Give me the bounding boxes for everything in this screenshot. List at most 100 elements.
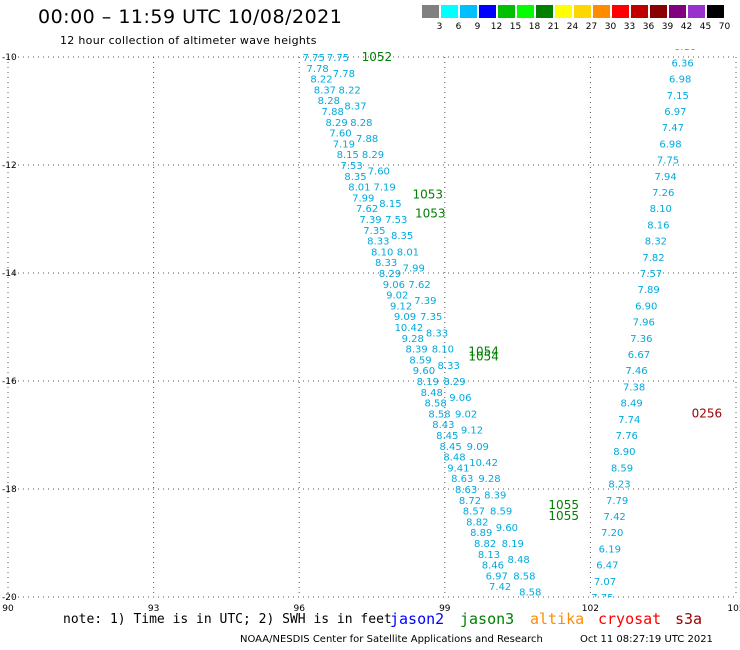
x-tick-label: 93 bbox=[148, 604, 159, 614]
scale-label: 21 bbox=[547, 22, 560, 32]
wave-height-label: 7.47 bbox=[662, 123, 684, 134]
wave-height-label: 8.45 bbox=[439, 442, 461, 453]
pass-time-label: 1054 bbox=[468, 350, 499, 364]
wave-height-label: 6.47 bbox=[596, 561, 618, 572]
wave-height-label: 9.02 bbox=[386, 291, 408, 302]
wave-height-label: 7.35 bbox=[420, 312, 442, 323]
page-subtitle: 12 hour collection of altimeter wave hei… bbox=[60, 34, 317, 47]
wave-height-label: 8.29 bbox=[443, 377, 465, 388]
wave-height-label: 9.09 bbox=[467, 442, 489, 453]
y-tick-label: -10 bbox=[2, 53, 17, 63]
wave-height-label: 8.28 bbox=[318, 96, 340, 107]
scale-label: 6 bbox=[455, 22, 462, 32]
wave-height-label: 6.67 bbox=[628, 350, 650, 361]
wave-height-label: 5.31 bbox=[681, 0, 703, 5]
wave-height-label: 8.39 bbox=[484, 490, 506, 501]
wave-height-label: 8.59 bbox=[611, 463, 633, 474]
footer-organization: NOAA/NESDIS Center for Satellite Applica… bbox=[240, 634, 543, 645]
wave-height-label: 8.48 bbox=[507, 555, 529, 566]
wave-height-label: 9.06 bbox=[383, 280, 405, 291]
y-tick-label: -14 bbox=[2, 269, 17, 279]
scale-swatch bbox=[460, 5, 477, 18]
pass-time-label: 0256 bbox=[692, 406, 723, 420]
pass-time-label: 1055 bbox=[548, 509, 579, 523]
wave-height-label: 8.33 bbox=[367, 237, 389, 248]
y-tick-label: -18 bbox=[2, 485, 17, 495]
wave-height-label: 8.29 bbox=[325, 118, 347, 129]
wave-height-label: 8.48 bbox=[421, 388, 443, 399]
x-tick-label: 96 bbox=[293, 604, 305, 614]
wave-height-label: 7.35 bbox=[363, 226, 385, 237]
wave-height-label: 7.62 bbox=[408, 280, 430, 291]
wave-height-label: 8.39 bbox=[406, 345, 428, 356]
page-title: 00:00 – 11:59 UTC 10/08/2021 bbox=[38, 6, 343, 28]
scale-swatch bbox=[441, 5, 458, 18]
wave-height-label: 8.19 bbox=[417, 377, 439, 388]
wave-height-label: 7.42 bbox=[489, 582, 511, 593]
scale-swatch bbox=[593, 5, 610, 18]
wave-height-label: 7.88 bbox=[322, 107, 344, 118]
legend-s3a: s3a bbox=[675, 610, 703, 628]
wave-height-label: 7.96 bbox=[633, 318, 655, 329]
units-note: note: 1) Time is in UTC; 2) SWH is in fe… bbox=[63, 612, 392, 627]
wave-height-label: 7.75 bbox=[327, 53, 349, 64]
wave-height-label: 8.46 bbox=[482, 561, 504, 572]
wave-height-label: 7.20 bbox=[601, 528, 623, 539]
x-tick-label: 102 bbox=[582, 604, 599, 614]
scale-label: 42 bbox=[680, 22, 693, 32]
wave-height-label: 8.58 bbox=[513, 571, 535, 582]
scale-swatch bbox=[650, 5, 667, 18]
footer-timestamp: Oct 11 08:27:19 UTC 2021 bbox=[580, 634, 713, 645]
wave-height-label: 7.78 bbox=[307, 64, 329, 75]
wave-height-label: 9.02 bbox=[455, 409, 477, 420]
legend-altika: altika bbox=[530, 610, 585, 628]
wave-height-label: 7.53 bbox=[385, 215, 407, 226]
scale-label: 3 bbox=[436, 22, 443, 32]
scale-label: 45 bbox=[699, 22, 712, 32]
legend-cryosat: cryosat bbox=[598, 610, 662, 628]
scale-swatch bbox=[612, 5, 629, 18]
wave-height-label: 8.72 bbox=[459, 496, 481, 507]
wave-height-label: 6.90 bbox=[635, 301, 657, 312]
pass-time-label: 1054 bbox=[468, 344, 499, 358]
wave-height-label: 7.88 bbox=[356, 134, 378, 145]
scale-swatch bbox=[422, 5, 439, 18]
legend-jason2: jason2 bbox=[390, 610, 445, 628]
wave-height-label: 8.58 bbox=[424, 399, 446, 410]
wave-height-label: 8.90 bbox=[613, 447, 635, 458]
scale-swatch bbox=[479, 5, 496, 18]
wave-height-label: 8.33 bbox=[375, 258, 397, 269]
scale-label: 70 bbox=[718, 22, 731, 32]
wave-height-label: 8.10 bbox=[432, 345, 454, 356]
wave-height-label: 8.10 bbox=[650, 204, 672, 215]
wave-height-label: 6.36 bbox=[671, 58, 693, 69]
wave-height-label: 9.60 bbox=[413, 366, 435, 377]
wave-height-label: 8.22 bbox=[339, 85, 361, 96]
wave-height-label: 6.98 bbox=[659, 139, 681, 150]
wave-height-label: 7.75 bbox=[303, 53, 325, 64]
wave-height-label: 7.26 bbox=[652, 188, 674, 199]
legend-jason3: jason3 bbox=[460, 610, 515, 628]
wave-height-label: 6.97 bbox=[486, 571, 508, 582]
wave-height-label: 8.82 bbox=[474, 539, 496, 550]
wave-height-label: 8.28 bbox=[350, 118, 372, 129]
wave-height-label: 8.63 bbox=[455, 485, 477, 496]
scale-swatch bbox=[555, 5, 572, 18]
wave-height-label: 7.99 bbox=[403, 264, 425, 275]
scale-label: 12 bbox=[490, 22, 503, 32]
y-tick-label: -12 bbox=[2, 161, 17, 171]
wave-height-label: 9.60 bbox=[496, 523, 518, 534]
wave-height-label: 7.89 bbox=[638, 285, 660, 296]
wave-height-label: 8.19 bbox=[502, 539, 524, 550]
wave-height-label: 7.74 bbox=[618, 415, 640, 426]
wave-height-label: 7.46 bbox=[625, 366, 647, 377]
wave-height-label: 8.13 bbox=[478, 550, 500, 561]
wave-height-label: 7.19 bbox=[333, 139, 355, 150]
scale-label: 33 bbox=[623, 22, 636, 32]
wave-height-label: 8.57 bbox=[463, 507, 485, 518]
scale-swatch bbox=[574, 5, 591, 18]
scale-label: 39 bbox=[661, 22, 674, 32]
wave-height-label: 7.39 bbox=[359, 215, 381, 226]
wave-height-label: 8.33 bbox=[438, 361, 460, 372]
